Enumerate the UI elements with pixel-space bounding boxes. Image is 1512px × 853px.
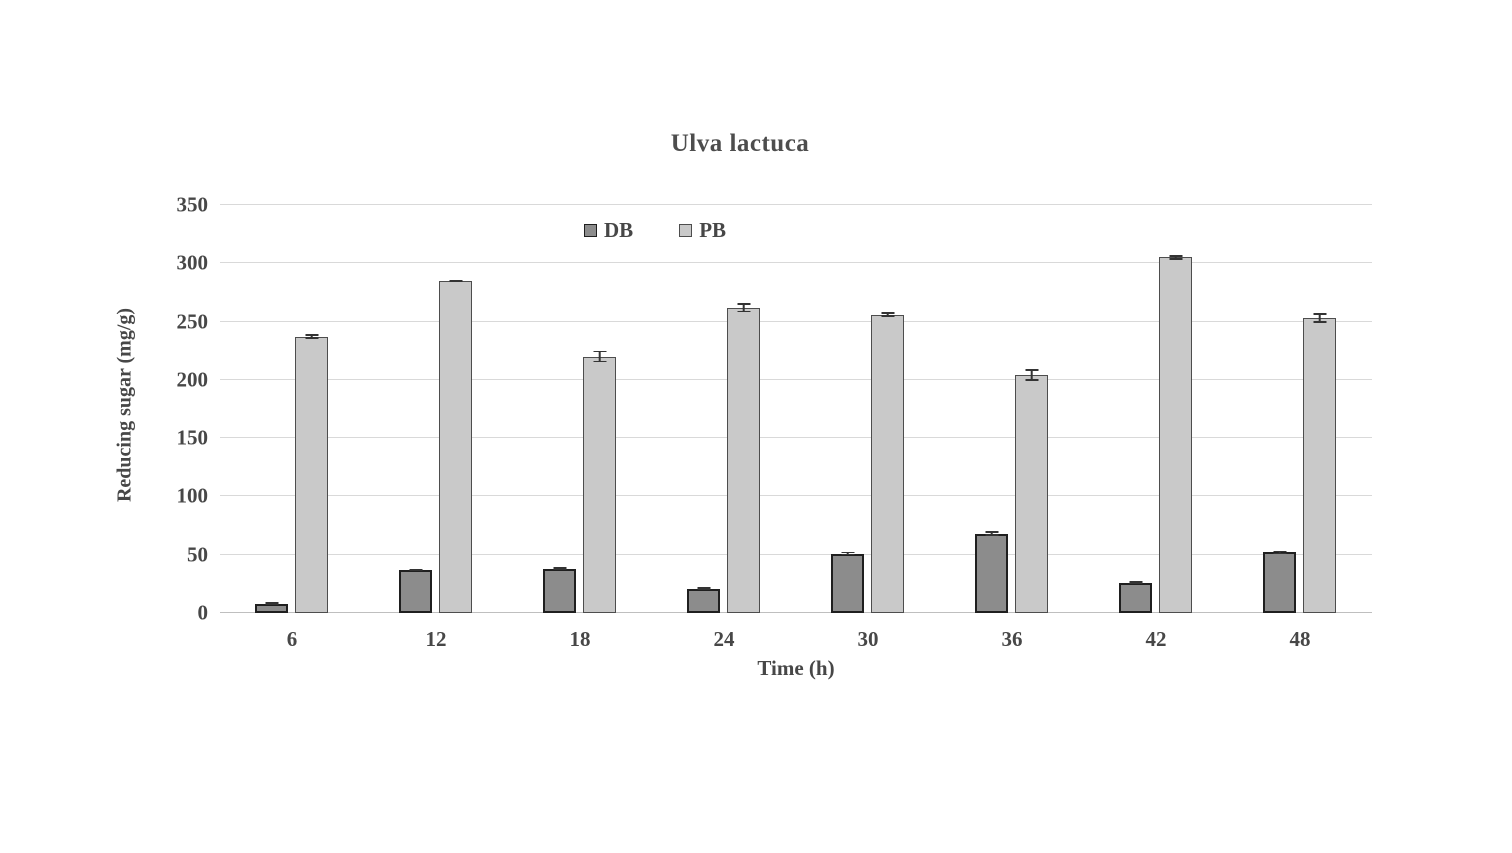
error-bar-pb-42h bbox=[1169, 255, 1182, 260]
bar-pb-12h bbox=[439, 280, 472, 613]
bar-db-48h bbox=[1263, 552, 1296, 613]
error-bar-db-18h bbox=[553, 566, 566, 571]
error-bar-db-36h bbox=[985, 531, 998, 537]
legend-label-pb: PB bbox=[699, 218, 727, 242]
error-bar-pb-30h bbox=[881, 312, 894, 317]
bar-db-36h bbox=[975, 533, 1008, 613]
bar-pb-18h bbox=[583, 356, 616, 613]
error-bar-db-30h bbox=[841, 551, 854, 556]
bar-group-18h: 18 bbox=[508, 205, 652, 651]
error-bar-pb-18h bbox=[593, 350, 606, 363]
gridline-200 bbox=[220, 378, 1372, 380]
bar-group-42h: 42 bbox=[1084, 205, 1228, 651]
bar-pb-24h bbox=[727, 307, 760, 613]
error-bar-pb-36h bbox=[1025, 369, 1038, 382]
bar-pb-42h bbox=[1159, 257, 1192, 613]
gridline-350 bbox=[220, 204, 1372, 205]
gridline-100 bbox=[220, 495, 1372, 497]
y-tick-label-300: 300 bbox=[176, 250, 209, 275]
legend-item-pb: PB bbox=[679, 218, 726, 243]
x-tick-label-30: 30 bbox=[857, 627, 879, 651]
bar-db-24h bbox=[687, 588, 720, 613]
error-bar-db-24h bbox=[697, 587, 710, 590]
y-tick-label-150: 150 bbox=[176, 425, 209, 450]
bar-group-24h: 24 bbox=[652, 205, 796, 651]
bar-db-30h bbox=[831, 553, 864, 613]
x-tick-label-24: 24 bbox=[713, 627, 735, 651]
bar-pb-6h bbox=[295, 336, 328, 613]
bar-group-36h: 36 bbox=[940, 205, 1084, 651]
bar-group-30h: 30 bbox=[796, 205, 940, 651]
bar-group-12h: 12 bbox=[364, 205, 508, 651]
y-axis-title: Reducing sugar (mg/g) bbox=[113, 307, 136, 503]
legend-item-db: DB bbox=[584, 218, 633, 243]
legend-swatch-db bbox=[584, 224, 597, 237]
gridline-150 bbox=[220, 437, 1372, 439]
y-tick-label-200: 200 bbox=[176, 367, 209, 392]
bar-pb-30h bbox=[871, 314, 904, 613]
error-bar-db-12h bbox=[409, 568, 422, 572]
x-tick-label-6: 6 bbox=[286, 627, 298, 651]
gridline-300 bbox=[220, 262, 1372, 264]
y-tick-label-350: 350 bbox=[176, 192, 209, 217]
x-axis-title: Time (h) bbox=[757, 656, 835, 680]
x-tick-label-48: 48 bbox=[1289, 627, 1311, 651]
bar-group-48h: 48 bbox=[1228, 205, 1372, 651]
error-bar-pb-6h bbox=[305, 334, 318, 340]
legend: DB PB bbox=[584, 218, 726, 243]
x-tick-label-18: 18 bbox=[569, 627, 591, 651]
error-bar-db-42h bbox=[1129, 580, 1142, 585]
error-bar-pb-48h bbox=[1313, 313, 1326, 323]
plot-area: 0 50 100 150 200 250 300 350 6 12 18 24 30 36 42 48 bbox=[177, 193, 1372, 651]
legend-label-db: DB bbox=[604, 218, 634, 242]
chart-title: Ulva lactuca bbox=[670, 130, 810, 157]
bar-db-12h bbox=[399, 569, 432, 613]
x-tick-label-42: 42 bbox=[1145, 627, 1167, 651]
bar-pb-36h bbox=[1015, 375, 1048, 613]
y-tick-label-0: 0 bbox=[197, 600, 209, 625]
x-tick-label-36: 36 bbox=[1001, 627, 1023, 651]
bar-db-42h bbox=[1119, 582, 1152, 613]
bar-db-18h bbox=[543, 568, 576, 613]
error-bar-db-48h bbox=[1273, 550, 1286, 555]
y-tick-label-100: 100 bbox=[176, 483, 209, 508]
error-bar-db-6h bbox=[265, 601, 278, 606]
gridline-0 bbox=[220, 612, 1372, 613]
y-tick-label-250: 250 bbox=[176, 309, 209, 334]
bar-group-6h: 6 bbox=[220, 205, 364, 651]
error-bar-pb-24h bbox=[737, 302, 750, 313]
legend-swatch-pb bbox=[679, 224, 693, 237]
gridline-50 bbox=[220, 553, 1372, 555]
error-bar-pb-12h bbox=[449, 279, 462, 282]
y-tick-label-50: 50 bbox=[187, 542, 208, 567]
gridline-250 bbox=[220, 320, 1372, 322]
bar-pb-48h bbox=[1303, 318, 1336, 613]
x-tick-label-12: 12 bbox=[425, 627, 447, 651]
